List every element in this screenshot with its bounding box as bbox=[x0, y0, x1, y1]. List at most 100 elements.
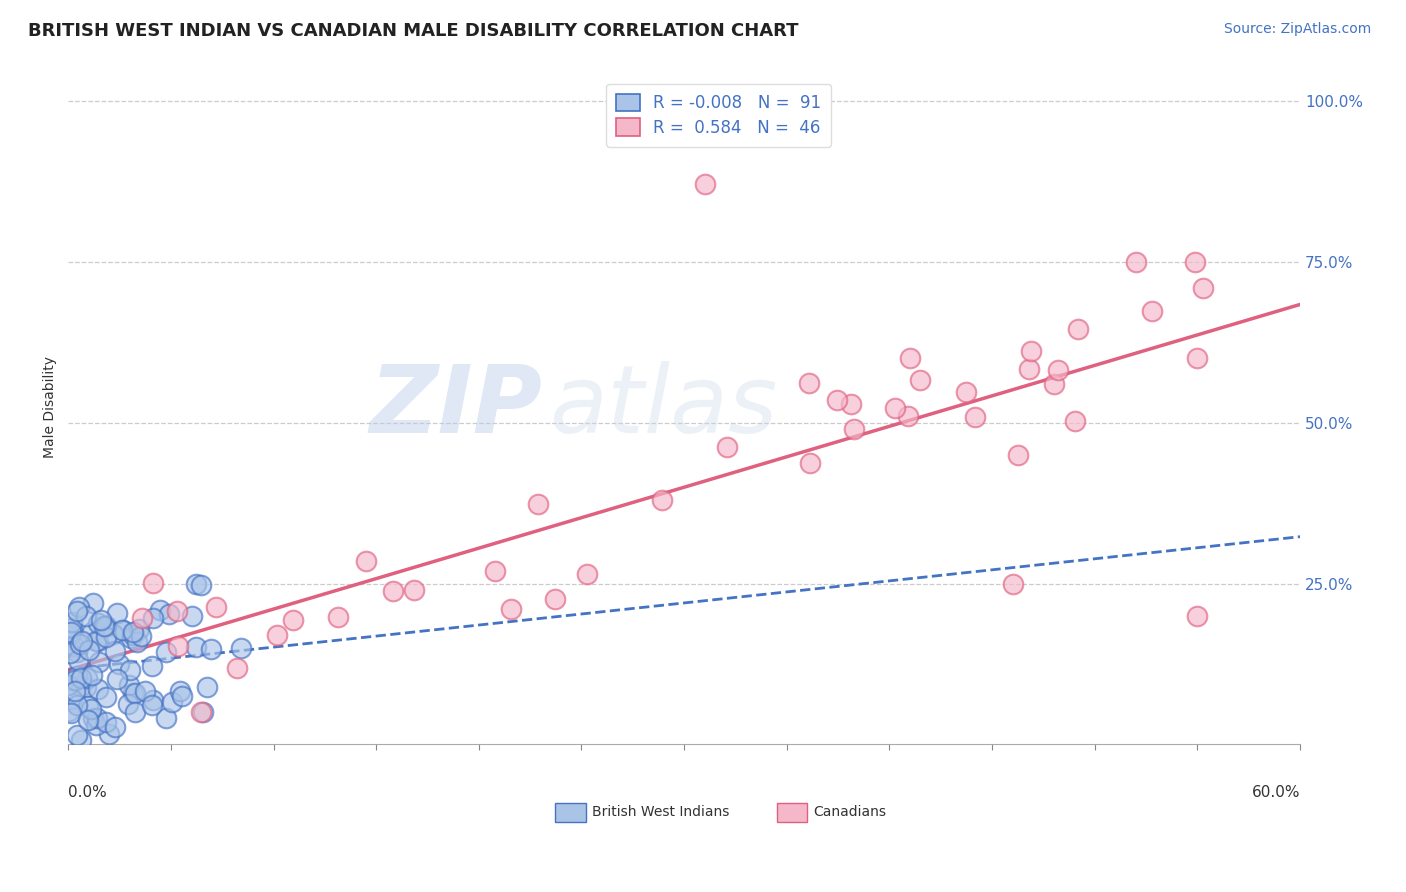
Point bbox=[63, 640, 86, 654]
Point bbox=[141, 659, 163, 673]
Point bbox=[382, 584, 405, 599]
Point bbox=[965, 410, 987, 425]
Point bbox=[67, 653, 90, 667]
Point bbox=[104, 720, 127, 734]
Point bbox=[544, 592, 567, 607]
Point bbox=[799, 376, 821, 390]
Point bbox=[839, 396, 862, 410]
Point bbox=[1184, 255, 1206, 269]
Point bbox=[70, 732, 93, 747]
Point bbox=[70, 633, 93, 648]
Point bbox=[122, 625, 145, 640]
Point bbox=[66, 698, 89, 712]
Point bbox=[66, 728, 89, 742]
Point bbox=[66, 669, 89, 683]
Point bbox=[80, 702, 103, 716]
Point bbox=[127, 634, 149, 648]
Point bbox=[76, 698, 98, 713]
Point bbox=[58, 678, 80, 692]
Point bbox=[499, 602, 522, 616]
Point bbox=[142, 611, 165, 625]
Point bbox=[94, 619, 117, 633]
Point bbox=[93, 619, 115, 633]
Text: ZIP: ZIP bbox=[370, 360, 543, 452]
Point bbox=[63, 673, 86, 688]
Point bbox=[124, 686, 146, 700]
Point bbox=[76, 671, 98, 685]
Point bbox=[169, 684, 191, 698]
Point bbox=[142, 692, 165, 706]
Point bbox=[1046, 363, 1069, 377]
Point bbox=[141, 698, 163, 712]
Point bbox=[58, 704, 80, 718]
Point bbox=[75, 680, 97, 694]
Point bbox=[1067, 322, 1090, 336]
Point bbox=[200, 642, 222, 657]
Point bbox=[157, 607, 180, 622]
Point bbox=[229, 641, 252, 656]
Point bbox=[190, 706, 212, 720]
Point bbox=[98, 727, 121, 741]
Point bbox=[111, 623, 134, 637]
Text: British West Indians: British West Indians bbox=[592, 805, 730, 819]
Point bbox=[90, 613, 112, 627]
Point bbox=[354, 554, 377, 568]
Point bbox=[82, 625, 104, 640]
Point bbox=[484, 565, 506, 579]
Point bbox=[955, 384, 977, 399]
Point bbox=[226, 660, 249, 674]
Point bbox=[129, 629, 152, 643]
Point bbox=[167, 640, 190, 654]
Point bbox=[84, 718, 107, 732]
Bar bbox=[776, 804, 807, 822]
Point bbox=[86, 616, 108, 631]
Point bbox=[716, 440, 738, 454]
Y-axis label: Male Disability: Male Disability bbox=[44, 356, 58, 458]
Point bbox=[70, 671, 93, 685]
Point bbox=[69, 637, 91, 651]
Point bbox=[205, 600, 228, 615]
Point bbox=[1142, 304, 1164, 318]
Point bbox=[60, 615, 83, 630]
Point bbox=[1042, 376, 1064, 391]
Point bbox=[404, 583, 426, 598]
Point bbox=[131, 611, 153, 625]
Point bbox=[75, 608, 97, 623]
Point bbox=[576, 567, 599, 582]
Point bbox=[120, 632, 142, 646]
Point bbox=[155, 711, 177, 725]
Point bbox=[70, 679, 93, 693]
Text: BRITISH WEST INDIAN VS CANADIAN MALE DISABILITY CORRELATION CHART: BRITISH WEST INDIAN VS CANADIAN MALE DIS… bbox=[28, 22, 799, 40]
Point bbox=[897, 409, 920, 424]
Point bbox=[134, 684, 156, 698]
Point bbox=[82, 668, 104, 682]
Point bbox=[160, 695, 183, 709]
Point bbox=[60, 624, 83, 639]
Point bbox=[124, 705, 146, 719]
Point bbox=[104, 644, 127, 658]
Point bbox=[128, 622, 150, 636]
Point bbox=[844, 421, 866, 435]
Text: Canadians: Canadians bbox=[814, 805, 886, 819]
Point bbox=[121, 686, 143, 700]
Point bbox=[87, 655, 110, 669]
Point bbox=[108, 657, 131, 671]
Point bbox=[111, 623, 134, 637]
Point bbox=[96, 690, 118, 705]
Point bbox=[87, 634, 110, 648]
Text: 0.0%: 0.0% bbox=[69, 785, 107, 800]
Point bbox=[82, 711, 104, 725]
Point bbox=[87, 681, 110, 696]
Point bbox=[59, 629, 82, 643]
Point bbox=[120, 664, 142, 678]
Point bbox=[60, 621, 83, 635]
Point bbox=[172, 689, 194, 703]
Point bbox=[1018, 362, 1040, 376]
Point bbox=[148, 602, 170, 616]
Point bbox=[526, 497, 548, 511]
Point bbox=[1187, 351, 1209, 366]
Point bbox=[105, 672, 128, 686]
Point bbox=[1125, 254, 1147, 268]
Point bbox=[94, 630, 117, 644]
Point bbox=[105, 606, 128, 620]
